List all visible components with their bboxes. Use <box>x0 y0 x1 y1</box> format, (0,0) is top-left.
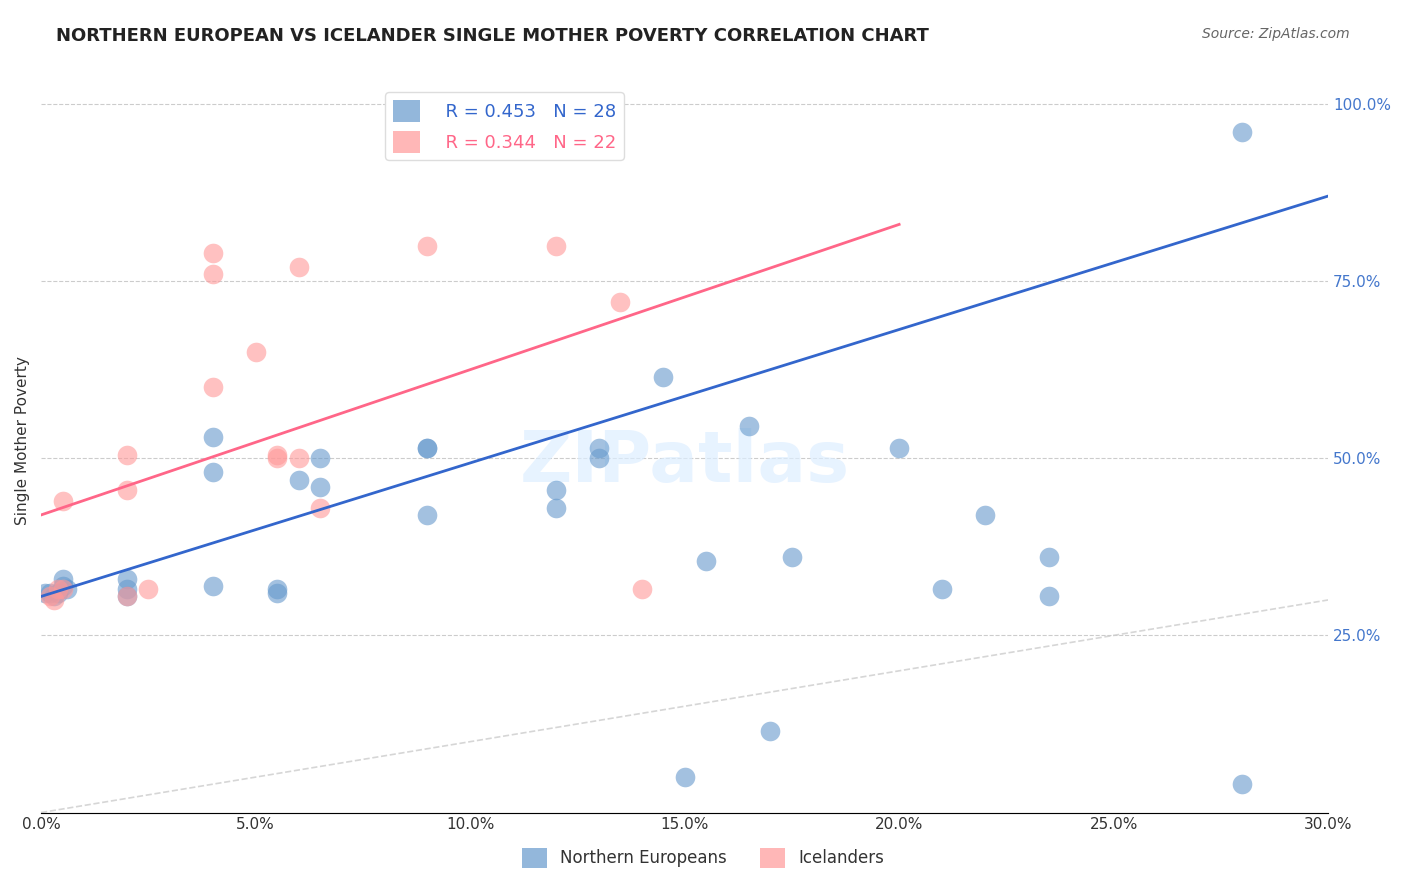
Point <box>1232 777 1254 791</box>
Point <box>544 238 567 252</box>
Point <box>38 586 60 600</box>
Y-axis label: Single Mother Poverty: Single Mother Poverty <box>15 356 30 525</box>
Text: Source: ZipAtlas.com: Source: ZipAtlas.com <box>1202 27 1350 41</box>
Point <box>34 586 56 600</box>
Point <box>201 267 224 281</box>
Point <box>1038 550 1060 565</box>
Point <box>1038 590 1060 604</box>
Point <box>695 554 717 568</box>
Point <box>46 586 69 600</box>
Point <box>738 419 761 434</box>
Point <box>974 508 997 522</box>
Point <box>287 473 309 487</box>
Point <box>780 550 803 565</box>
Point <box>56 582 79 597</box>
Point <box>673 770 696 784</box>
Point <box>309 451 332 466</box>
Point <box>115 572 138 586</box>
Point <box>609 295 631 310</box>
Point <box>416 508 439 522</box>
Legend: Northern Europeans, Icelanders: Northern Europeans, Icelanders <box>515 841 891 875</box>
Point <box>201 579 224 593</box>
Point <box>51 572 73 586</box>
Point <box>201 466 224 480</box>
Point <box>287 260 309 274</box>
Point <box>245 345 267 359</box>
Point <box>138 582 160 597</box>
Point <box>416 441 439 455</box>
Point <box>115 483 138 497</box>
Point <box>630 582 652 597</box>
Point <box>266 448 288 462</box>
Point <box>201 380 224 394</box>
Text: NORTHERN EUROPEAN VS ICELANDER SINGLE MOTHER POVERTY CORRELATION CHART: NORTHERN EUROPEAN VS ICELANDER SINGLE MO… <box>56 27 929 45</box>
Point <box>46 582 69 597</box>
Point <box>201 245 224 260</box>
Point <box>416 441 439 455</box>
Point <box>588 451 610 466</box>
Point <box>51 579 73 593</box>
Legend:   R = 0.453   N = 28,   R = 0.344   N = 22: R = 0.453 N = 28, R = 0.344 N = 22 <box>385 93 623 160</box>
Point <box>266 582 288 597</box>
Point <box>544 500 567 515</box>
Point <box>309 500 332 515</box>
Point <box>266 586 288 600</box>
Point <box>115 590 138 604</box>
Point <box>1232 125 1254 139</box>
Point <box>115 448 138 462</box>
Point <box>115 582 138 597</box>
Point <box>652 369 675 384</box>
Point <box>759 724 782 739</box>
Point <box>51 493 73 508</box>
Text: ZIPatlas: ZIPatlas <box>520 428 849 498</box>
Point <box>588 441 610 455</box>
Point <box>42 590 65 604</box>
Point <box>287 451 309 466</box>
Point <box>115 590 138 604</box>
Point <box>38 590 60 604</box>
Point <box>416 238 439 252</box>
Point <box>42 593 65 607</box>
Point <box>51 582 73 597</box>
Point <box>266 451 288 466</box>
Point <box>887 441 910 455</box>
Point <box>309 480 332 494</box>
Point <box>544 483 567 497</box>
Point <box>201 430 224 444</box>
Point <box>931 582 953 597</box>
